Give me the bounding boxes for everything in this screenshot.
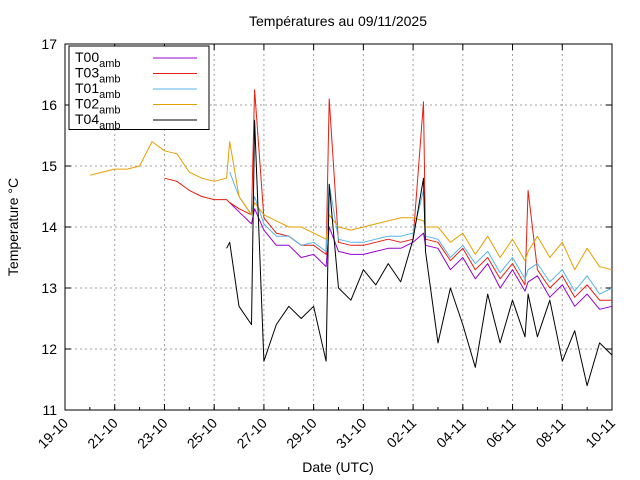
y-tick-label: 12: [41, 341, 57, 357]
series-line: [89, 141, 613, 271]
series-line: [229, 171, 613, 295]
legend-name: T02: [75, 96, 99, 112]
legend-subscript: amb: [99, 105, 120, 117]
y-tick-label: 15: [41, 158, 57, 174]
y-tick-label: 17: [41, 36, 57, 52]
y-tick-label: 14: [41, 219, 57, 235]
y-axis-label: Temperature °C: [5, 178, 21, 276]
series-line: [229, 202, 613, 310]
legend-label: T00amb: [75, 49, 121, 70]
legend-subscript: amb: [99, 58, 120, 70]
x-axis-label: Date (UTC): [302, 459, 374, 475]
legend-name: T03: [75, 65, 99, 81]
y-tick-label: 11: [42, 402, 57, 418]
legend-label: T04amb: [75, 111, 121, 132]
chart-title: Températures au 09/11/2025: [249, 13, 427, 29]
legend-subscript: amb: [99, 89, 120, 101]
series-line: [164, 89, 612, 301]
series-line: [226, 119, 613, 387]
legend-subscript: amb: [99, 74, 120, 86]
y-tick-label: 16: [41, 97, 57, 113]
legend-name: T04: [75, 111, 99, 127]
plot-border: [64, 43, 613, 411]
legend-subscript: amb: [99, 120, 120, 132]
legend-label: T01amb: [75, 80, 121, 101]
legend-name: T00: [75, 49, 99, 65]
legend-label: T02amb: [75, 96, 121, 117]
legend-box: [68, 45, 210, 130]
legend-name: T01: [75, 80, 99, 96]
legend-label: T03amb: [75, 65, 121, 86]
y-tick-label: 13: [41, 280, 57, 296]
